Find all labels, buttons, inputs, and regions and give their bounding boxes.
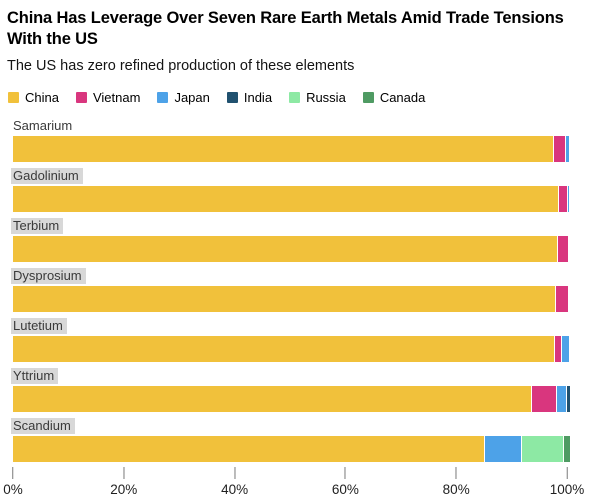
bar-segment-vietnam: [554, 335, 562, 362]
plot-area: Samarium Gadolinium Terbium Dysprosium Lutet…: [11, 117, 570, 462]
category-label: Dysprosium: [11, 267, 86, 284]
x-tick-label: 80%: [442, 481, 470, 497]
category-label: Scandium: [11, 417, 75, 434]
bar-segment-china: [13, 185, 559, 212]
legend-swatch-india: [226, 91, 238, 103]
bar-segment-japan: [484, 435, 521, 462]
legend-label: China: [25, 89, 59, 105]
bar-segment-japan: [557, 385, 567, 412]
chart-subtitle: The US has zero refined production of th…: [7, 58, 355, 75]
legend-item-russia: Russia: [289, 90, 346, 105]
legend-label: Japan: [174, 89, 210, 105]
x-tick-label: 0%: [3, 481, 23, 497]
stacked-bar-samarium: [13, 135, 569, 162]
x-tick-20: 20%: [110, 466, 138, 497]
legend-swatch-china: [8, 91, 19, 103]
category-label: Samarium: [13, 117, 73, 133]
category-label: Gadolinium: [11, 167, 83, 184]
bar-segment-china: [13, 135, 554, 162]
stacked-bar-gadolinium: [13, 185, 569, 212]
x-tick-0: 0%: [3, 466, 23, 497]
x-tick-mark: [566, 466, 568, 479]
x-tick-label: 20%: [110, 481, 138, 497]
bar-row-gadolinium: Gadolinium: [11, 167, 569, 212]
x-tick-label: 100%: [549, 481, 585, 497]
category-label: Lutetium: [11, 317, 67, 334]
category-label: Yttrium: [11, 367, 59, 384]
bar-segment-canada: [564, 435, 570, 462]
legend-label: Russia: [306, 89, 346, 105]
stacked-bar-scandium: [13, 435, 570, 462]
x-tick-mark: [344, 466, 346, 479]
x-tick-label: 40%: [221, 481, 249, 497]
legend-item-vietnam: Vietnam: [75, 89, 141, 105]
bar-segment-india: [567, 385, 570, 412]
bar-segment-china: [13, 335, 554, 362]
bar-segment-vietnam: [559, 185, 567, 212]
bar-segment-japan: [562, 335, 569, 362]
x-tick-100: 100%: [549, 466, 585, 497]
legend-label: India: [243, 89, 273, 105]
stacked-bar-lutetium: [13, 335, 569, 362]
x-tick-80: 80%: [442, 466, 470, 497]
x-tick-mark: [12, 466, 14, 479]
bar-segment-vietnam: [558, 235, 568, 262]
legend-item-canada: Canada: [362, 89, 426, 105]
legend-swatch-canada: [362, 91, 374, 103]
bar-segment-japan: [566, 135, 569, 162]
bar-row-scandium: Scandium: [11, 417, 570, 462]
bar-row-dysprosium: Dysprosium: [11, 267, 568, 312]
legend-swatch-russia: [289, 91, 301, 103]
legend-item-china: China: [8, 90, 59, 105]
bar-segment-china: [13, 235, 558, 262]
x-tick-mark: [455, 466, 457, 479]
legend-label: Canada: [379, 89, 426, 105]
x-tick-60: 60%: [331, 466, 359, 497]
legend-label: Vietnam: [92, 89, 141, 105]
legend-swatch-japan: [157, 91, 169, 103]
bar-row-yttrium: Yttrium: [11, 367, 570, 412]
bar-segment-china: [13, 385, 531, 412]
bar-segment-japan: [567, 185, 569, 212]
x-axis: 0% 20% 40% 60% 80% 100%: [3, 466, 584, 501]
stacked-bar-terbium: [13, 235, 568, 262]
legend-item-japan: Japan: [157, 89, 210, 105]
category-label: Terbium: [11, 217, 64, 234]
bar-segment-china: [13, 285, 555, 312]
bar-segment-vietnam: [531, 385, 557, 412]
bar-segment-vietnam: [554, 135, 566, 162]
bar-row-samarium: Samarium: [13, 117, 569, 162]
x-tick-label: 60%: [331, 481, 359, 497]
x-tick-40: 40%: [221, 466, 249, 497]
legend-swatch-vietnam: [75, 91, 87, 103]
stacked-bar-yttrium: [13, 385, 570, 412]
x-tick-mark: [234, 466, 236, 479]
bar-segment-russia: [521, 435, 564, 462]
chart-title: China Has Leverage Over Seven Rare Earth…: [7, 9, 564, 49]
bar-row-lutetium: Lutetium: [11, 317, 569, 362]
bar-segment-china: [13, 435, 484, 462]
legend-item-india: India: [226, 89, 273, 105]
x-tick-mark: [123, 466, 125, 479]
stacked-bar-dysprosium: [13, 285, 568, 312]
bar-segment-vietnam: [555, 285, 568, 312]
legend: China Vietnam Japan India Russia Canada: [8, 90, 592, 105]
bar-row-terbium: Terbium: [11, 217, 568, 262]
